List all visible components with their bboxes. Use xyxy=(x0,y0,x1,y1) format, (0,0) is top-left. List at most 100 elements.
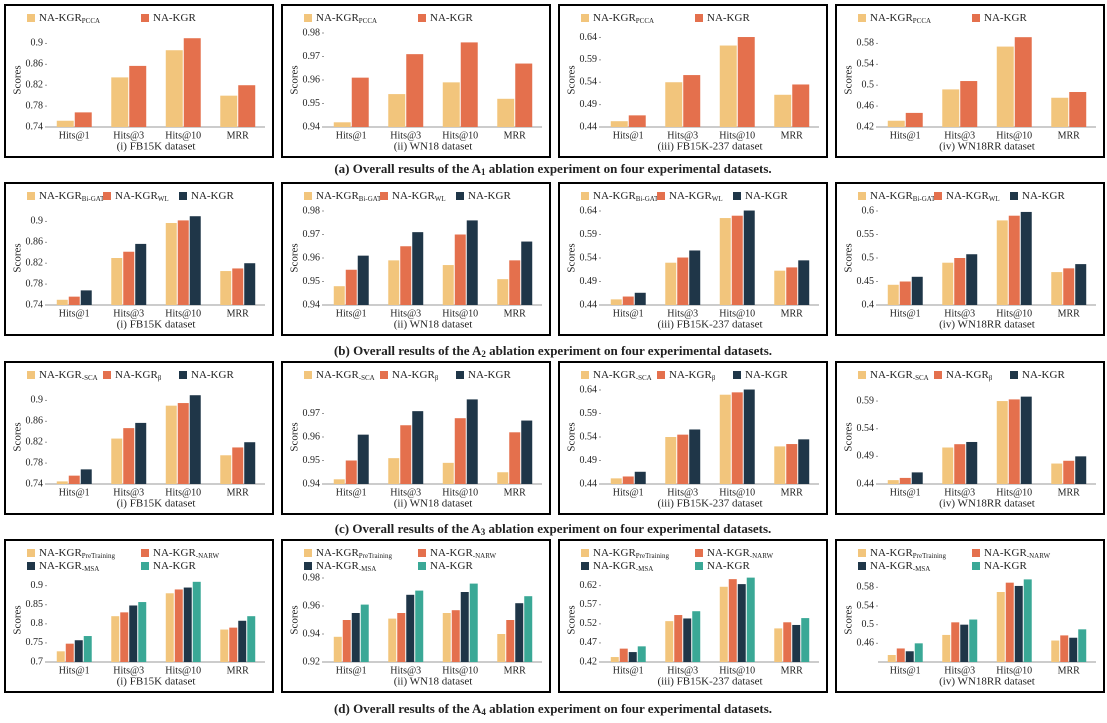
y-axis-label: Scores xyxy=(843,422,855,451)
bar xyxy=(138,602,147,662)
legend-swatch xyxy=(141,549,149,557)
legend-swatch xyxy=(27,562,35,570)
y-tick-label: 0.58 xyxy=(857,38,875,49)
bar xyxy=(244,442,256,484)
y-axis-label: Scores xyxy=(843,243,855,272)
x-tick-label: Hits@10 xyxy=(719,130,755,141)
legend-label: NA-KGRPCCA xyxy=(316,12,377,25)
legend-label: NA-KGRPreTraining xyxy=(39,547,115,560)
panel-border xyxy=(558,4,828,158)
bar xyxy=(951,622,960,662)
legend-name: NA-KGR xyxy=(316,190,359,202)
y-tick-label: 0.86 xyxy=(26,416,44,427)
legend-label: NA-KGRPreTraining xyxy=(593,547,669,560)
x-tick-label: Hits@3 xyxy=(944,308,975,319)
x-tick-label: Hits@3 xyxy=(113,665,144,676)
bar xyxy=(792,84,810,127)
x-tick-label: Hits@3 xyxy=(113,308,144,319)
legend-name: NA-KGR xyxy=(191,190,234,202)
y-tick-label: 0.94 xyxy=(303,121,321,132)
legend-label: NA-KGR-SCA xyxy=(870,369,929,382)
bar xyxy=(966,441,978,484)
y-tick-label: 0.5 xyxy=(862,80,875,91)
bar xyxy=(74,112,92,127)
legend-name: NA-KGR xyxy=(39,190,82,202)
bar xyxy=(232,447,244,484)
legend-swatch xyxy=(581,14,589,22)
bar xyxy=(1063,460,1075,484)
legend-name: NA-KGR xyxy=(39,12,82,24)
bar xyxy=(466,399,478,484)
x-tick-label: Hits@10 xyxy=(442,665,478,676)
y-tick-label: 0.59 xyxy=(580,54,598,65)
bar xyxy=(1051,640,1060,662)
bar xyxy=(683,75,701,127)
legend-name: NA-KGR xyxy=(707,12,750,24)
x-tick-label: Hits@1 xyxy=(59,665,90,676)
bar xyxy=(165,50,183,127)
bar xyxy=(728,579,737,662)
bar xyxy=(1063,268,1075,305)
y-tick-label: 0.82 xyxy=(26,258,44,269)
bar xyxy=(123,428,135,484)
y-tick-label: 0.64 xyxy=(580,384,598,395)
x-tick-label: Hits@3 xyxy=(667,487,698,498)
legend-name: NA-KGR xyxy=(984,560,1027,572)
legend-swatch xyxy=(380,192,388,200)
bar xyxy=(111,616,120,662)
x-tick-label: Hits@1 xyxy=(336,487,367,498)
bar xyxy=(469,583,478,662)
legend-sub: WL xyxy=(435,195,446,203)
legend-swatch xyxy=(27,549,35,557)
bar xyxy=(183,587,192,662)
legend-label: NA-KGR-NARW xyxy=(153,547,220,560)
bar xyxy=(388,618,397,662)
x-tick-label: Hits@1 xyxy=(336,665,367,676)
legend-label: NA-KGR xyxy=(153,12,196,24)
bar xyxy=(954,444,966,484)
bar xyxy=(731,215,743,305)
x-tick-label: MRR xyxy=(227,308,250,319)
bar xyxy=(905,651,914,662)
y-tick-label: 0.98 xyxy=(303,572,321,583)
x-axis-label: (iii) FB15K-237 dataset xyxy=(657,319,762,331)
bar xyxy=(622,476,634,484)
x-tick-label: MRR xyxy=(227,487,250,498)
legend-name: NA-KGR xyxy=(430,12,473,24)
legend-label: NA-KGRPreTraining xyxy=(316,547,392,560)
legend-name: NA-KGR xyxy=(392,190,435,202)
y-tick-label: 0.49 xyxy=(580,455,598,466)
y-tick-label: 0.5 xyxy=(862,252,875,263)
legend-label: NA-KGR xyxy=(468,190,511,202)
x-tick-label: MRR xyxy=(504,308,527,319)
x-tick-label: Hits@10 xyxy=(165,665,201,676)
legend-swatch xyxy=(418,549,426,557)
legend-label: NA-KGR xyxy=(984,560,1027,572)
x-tick-label: MRR xyxy=(504,130,527,141)
legend-sub: -NARW xyxy=(196,552,220,560)
legend-label: NA-KGRPCCA xyxy=(39,12,100,25)
legend-name: NA-KGR xyxy=(984,547,1027,559)
y-tick-label: 0.82 xyxy=(26,80,44,91)
x-axis-label: (iv) WN18RR dataset xyxy=(939,141,1035,153)
bar xyxy=(466,220,478,305)
legend-swatch xyxy=(972,549,980,557)
y-tick-label: 0.54 xyxy=(857,423,875,434)
x-tick-label: Hits@3 xyxy=(390,487,421,498)
legend-swatch xyxy=(733,371,741,379)
x-axis-label: (iii) FB15K-237 dataset xyxy=(657,676,762,688)
y-tick-label: 0.55 xyxy=(857,229,875,240)
bar xyxy=(189,395,201,484)
bar xyxy=(442,462,454,484)
x-tick-label: Hits@1 xyxy=(890,665,921,676)
bar xyxy=(388,260,400,305)
y-tick-label: 0.98 xyxy=(303,205,321,216)
bar xyxy=(80,290,92,305)
x-tick-label: Hits@10 xyxy=(165,308,201,319)
bar xyxy=(177,220,189,305)
legend-swatch xyxy=(1010,192,1018,200)
legend-sub: PreTraining xyxy=(82,552,116,560)
legend-sub: WL xyxy=(712,195,723,203)
legend-swatch xyxy=(141,562,149,570)
